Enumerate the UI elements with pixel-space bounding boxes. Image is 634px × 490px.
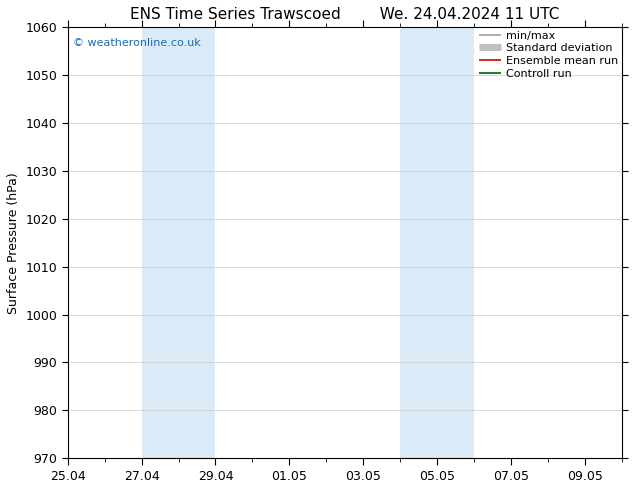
Bar — [437, 27, 474, 458]
Legend: min/max, Standard deviation, Ensemble mean run, Controll run: min/max, Standard deviation, Ensemble me… — [479, 30, 618, 79]
Bar — [400, 27, 437, 458]
Title: ENS Time Series Trawscoed        We. 24.04.2024 11 UTC: ENS Time Series Trawscoed We. 24.04.2024… — [130, 7, 559, 22]
Y-axis label: Surface Pressure (hPa): Surface Pressure (hPa) — [7, 172, 20, 314]
Bar — [141, 27, 216, 458]
Text: © weatheronline.co.uk: © weatheronline.co.uk — [74, 38, 201, 48]
